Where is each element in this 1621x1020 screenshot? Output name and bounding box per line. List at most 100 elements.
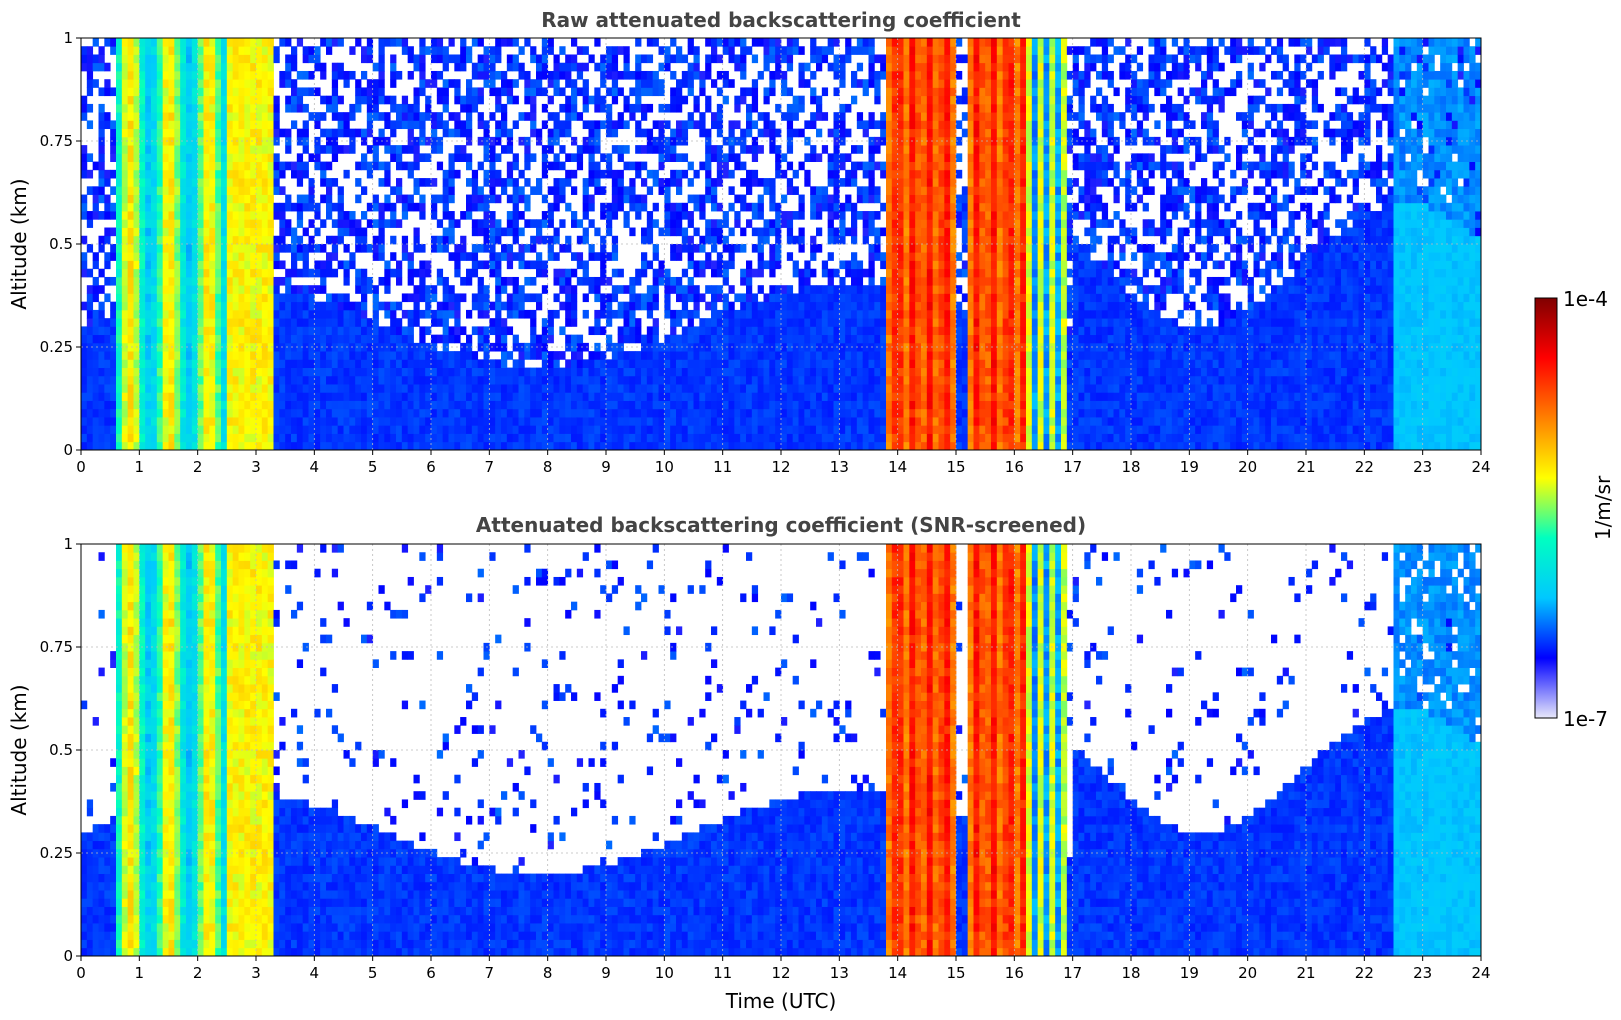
heatmap-cell	[279, 417, 286, 426]
heatmap-cell	[197, 112, 204, 121]
heatmap-cell	[757, 417, 764, 426]
heatmap-cell	[413, 359, 420, 368]
heatmap-cell	[693, 194, 700, 204]
heatmap-cell	[816, 441, 823, 451]
heatmap-cell	[238, 408, 245, 418]
heatmap-cell	[623, 367, 630, 377]
heatmap-cell	[343, 425, 350, 434]
heatmap-cell	[646, 400, 654, 410]
heatmap-cell	[401, 293, 409, 303]
heatmap-cell	[384, 112, 391, 121]
heatmap-cell	[104, 318, 111, 327]
heatmap-cell	[431, 293, 438, 303]
heatmap-cell	[180, 252, 187, 261]
heatmap-cell	[553, 202, 560, 212]
heatmap-cell	[547, 408, 554, 418]
heatmap-cell	[331, 244, 339, 253]
heatmap-cell	[740, 309, 747, 319]
heatmap-cell	[232, 169, 239, 179]
heatmap-cell	[646, 342, 654, 352]
heatmap-cell	[384, 417, 391, 426]
heatmap-cell	[296, 285, 304, 294]
heatmap-cell	[728, 375, 735, 385]
heatmap-cell	[600, 169, 607, 179]
heatmap-cell	[343, 128, 350, 138]
heatmap-cell	[366, 334, 374, 344]
heatmap-cell	[419, 285, 426, 294]
heatmap-cell	[781, 318, 788, 327]
heatmap-cell	[133, 87, 140, 97]
heatmap-cell	[378, 351, 385, 360]
heatmap-cell	[273, 301, 280, 311]
heatmap-cell	[839, 301, 846, 311]
heatmap-cell	[693, 285, 700, 294]
heatmap-cell	[355, 408, 362, 418]
heatmap-cell	[518, 359, 525, 368]
heatmap-cell	[466, 400, 473, 410]
heatmap-cell	[460, 276, 467, 286]
heatmap-cell	[751, 359, 759, 368]
heatmap-cell	[256, 219, 263, 228]
heatmap-cell	[390, 211, 397, 220]
heatmap-cell	[326, 260, 333, 270]
heatmap-cell	[565, 441, 572, 451]
heatmap-cell	[285, 318, 292, 327]
heatmap-cell	[786, 62, 794, 72]
heatmap-cell	[501, 244, 508, 253]
heatmap-cell	[786, 342, 794, 352]
heatmap-cell	[798, 384, 805, 393]
heatmap-cell	[431, 384, 438, 393]
heatmap-cell	[845, 392, 852, 401]
heatmap-cell	[145, 268, 152, 278]
heatmap-cell	[384, 384, 391, 393]
heatmap-cell	[646, 293, 654, 303]
heatmap-cell	[728, 120, 735, 130]
heatmap-cell	[512, 433, 519, 443]
heatmap-cell	[186, 244, 193, 253]
heatmap-cell	[536, 260, 543, 270]
heatmap-cell	[197, 417, 204, 426]
heatmap-cell	[810, 425, 817, 434]
heatmap-cell	[652, 351, 659, 360]
heatmap-cell	[571, 87, 578, 97]
heatmap-cell	[734, 211, 741, 220]
heatmap-cell	[652, 318, 659, 327]
heatmap-cell	[786, 186, 794, 195]
heatmap-cell	[110, 384, 117, 393]
heatmap-cell	[331, 433, 339, 443]
heatmap-cell	[174, 128, 181, 138]
heatmap-cell	[471, 425, 479, 434]
heatmap-cell	[541, 260, 549, 270]
heatmap-cell	[186, 375, 193, 385]
heatmap-cell	[413, 95, 420, 105]
heatmap-cell	[314, 400, 321, 410]
heatmap-cell	[757, 128, 764, 138]
heatmap-cell	[769, 417, 776, 426]
heatmap-cell	[425, 136, 432, 146]
heatmap-cell	[681, 79, 689, 88]
heatmap-cell	[705, 392, 712, 401]
heatmap-cell	[716, 227, 724, 237]
heatmap-cell	[256, 342, 263, 352]
heatmap-cell	[670, 95, 677, 105]
heatmap-cell	[133, 384, 140, 393]
heatmap-cell	[378, 87, 385, 97]
heatmap-cell	[390, 400, 397, 410]
heatmap-cell	[372, 359, 379, 368]
heatmap-cell	[431, 38, 438, 47]
heatmap-cell	[582, 342, 589, 352]
heatmap-cell	[261, 260, 269, 270]
heatmap-cell	[401, 112, 409, 121]
heatmap-cell	[489, 186, 496, 195]
heatmap-cell	[250, 70, 257, 80]
heatmap-cell	[588, 392, 595, 401]
heatmap-cell	[734, 120, 741, 130]
heatmap-cell	[186, 145, 193, 154]
heatmap-cell	[530, 260, 537, 270]
heatmap-cell	[641, 334, 648, 344]
heatmap-cell	[471, 400, 479, 410]
heatmap-cell	[448, 375, 455, 385]
heatmap-cell	[116, 441, 123, 451]
heatmap-cell	[792, 392, 799, 401]
heatmap-cell	[261, 186, 269, 195]
